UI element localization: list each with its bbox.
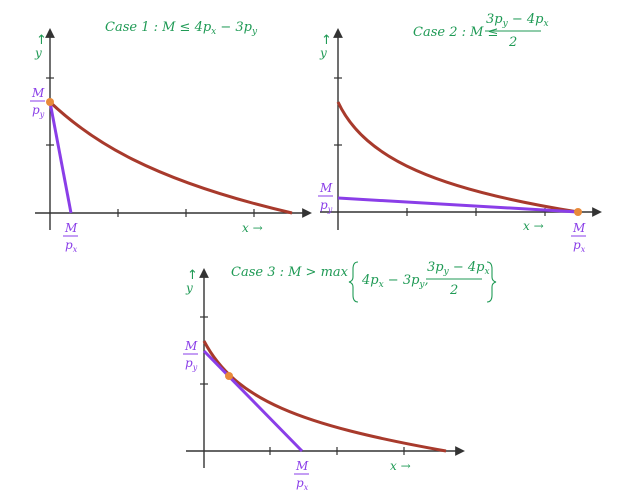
svg-text:2: 2 xyxy=(508,35,517,50)
svg-text:py: py xyxy=(320,198,333,214)
case3-ticks xyxy=(200,316,405,455)
svg-text:3py − 4px: 3py − 4px xyxy=(427,260,490,277)
case3-optimum-point xyxy=(225,372,233,380)
case3-title-left-brace xyxy=(348,261,359,303)
svg-text:M: M xyxy=(572,221,586,235)
panel-case3: Case 3 : M > max 4px − 3py, 3py − 4px 2 … xyxy=(183,260,497,492)
case1-optimum-point xyxy=(46,98,54,106)
case2-y-intercept-label: M py xyxy=(318,181,333,214)
case3-title-fraction: 3py − 4px 2 xyxy=(426,260,490,298)
case1-budget-line xyxy=(48,101,73,214)
case2-y-axis-label: y xyxy=(319,46,327,60)
case2-x-intercept-label: M px xyxy=(571,221,586,254)
case2-title-prefix: Case 2 : M ≤ xyxy=(413,25,498,40)
case1-x-intercept-label: M px xyxy=(63,221,78,254)
case1-title: Case 1 : M ≤ 4px − 3py xyxy=(105,20,258,37)
svg-text:M: M xyxy=(184,339,198,353)
case2-indifference-curve xyxy=(336,101,579,214)
case1-y-arrow-glyph: ↑ xyxy=(36,33,47,48)
case1-y-intercept-label: M py xyxy=(30,86,45,119)
case3-x-axis-label: x → xyxy=(390,459,411,473)
case3-y-intercept-label: M py xyxy=(183,339,198,372)
case2-x-axis-label: x → xyxy=(523,219,544,233)
svg-text:2: 2 xyxy=(449,283,458,298)
case2-budget-line xyxy=(337,196,579,214)
case1-y-axis-label: y xyxy=(34,46,42,60)
case2-ticks xyxy=(334,77,546,216)
case3-y-arrow-glyph: ↑ xyxy=(187,268,198,283)
svg-text:py: py xyxy=(185,356,198,372)
case3-y-axis-label: y xyxy=(185,281,193,295)
case3-title-part1: 4px − 3py, xyxy=(361,273,429,290)
svg-text:py: py xyxy=(32,103,45,119)
case1-x-axis-label: x → xyxy=(242,221,263,235)
svg-text:M: M xyxy=(319,181,333,195)
panel-case2: Case 2 : M ≤ 3py − 4px 2 ↑ y M py M xyxy=(318,12,602,254)
case2-optimum-point xyxy=(574,208,582,216)
case3-budget-line xyxy=(202,349,304,453)
case3-title-right-brace xyxy=(486,261,497,303)
svg-text:3py − 4px: 3py − 4px xyxy=(486,12,549,29)
case3-title-prefix: Case 3 : M > max xyxy=(231,265,349,280)
case2-y-arrow-glyph: ↑ xyxy=(321,33,332,48)
svg-text:px: px xyxy=(65,238,78,254)
case1-ticks xyxy=(46,77,255,217)
case2-title-fraction: 3py − 4px 2 xyxy=(485,12,549,50)
panel-case1: Case 1 : M ≤ 4px − 3py ↑ y M py M px x → xyxy=(30,20,312,254)
svg-text:M: M xyxy=(295,459,309,473)
svg-text:px: px xyxy=(573,238,586,254)
case1-indifference-curve xyxy=(48,100,293,215)
svg-text:M: M xyxy=(31,86,45,100)
case3-indifference-curve xyxy=(202,340,447,453)
svg-text:px: px xyxy=(296,476,309,492)
svg-text:M: M xyxy=(64,221,78,235)
case3-x-intercept-label: M px xyxy=(294,459,309,492)
